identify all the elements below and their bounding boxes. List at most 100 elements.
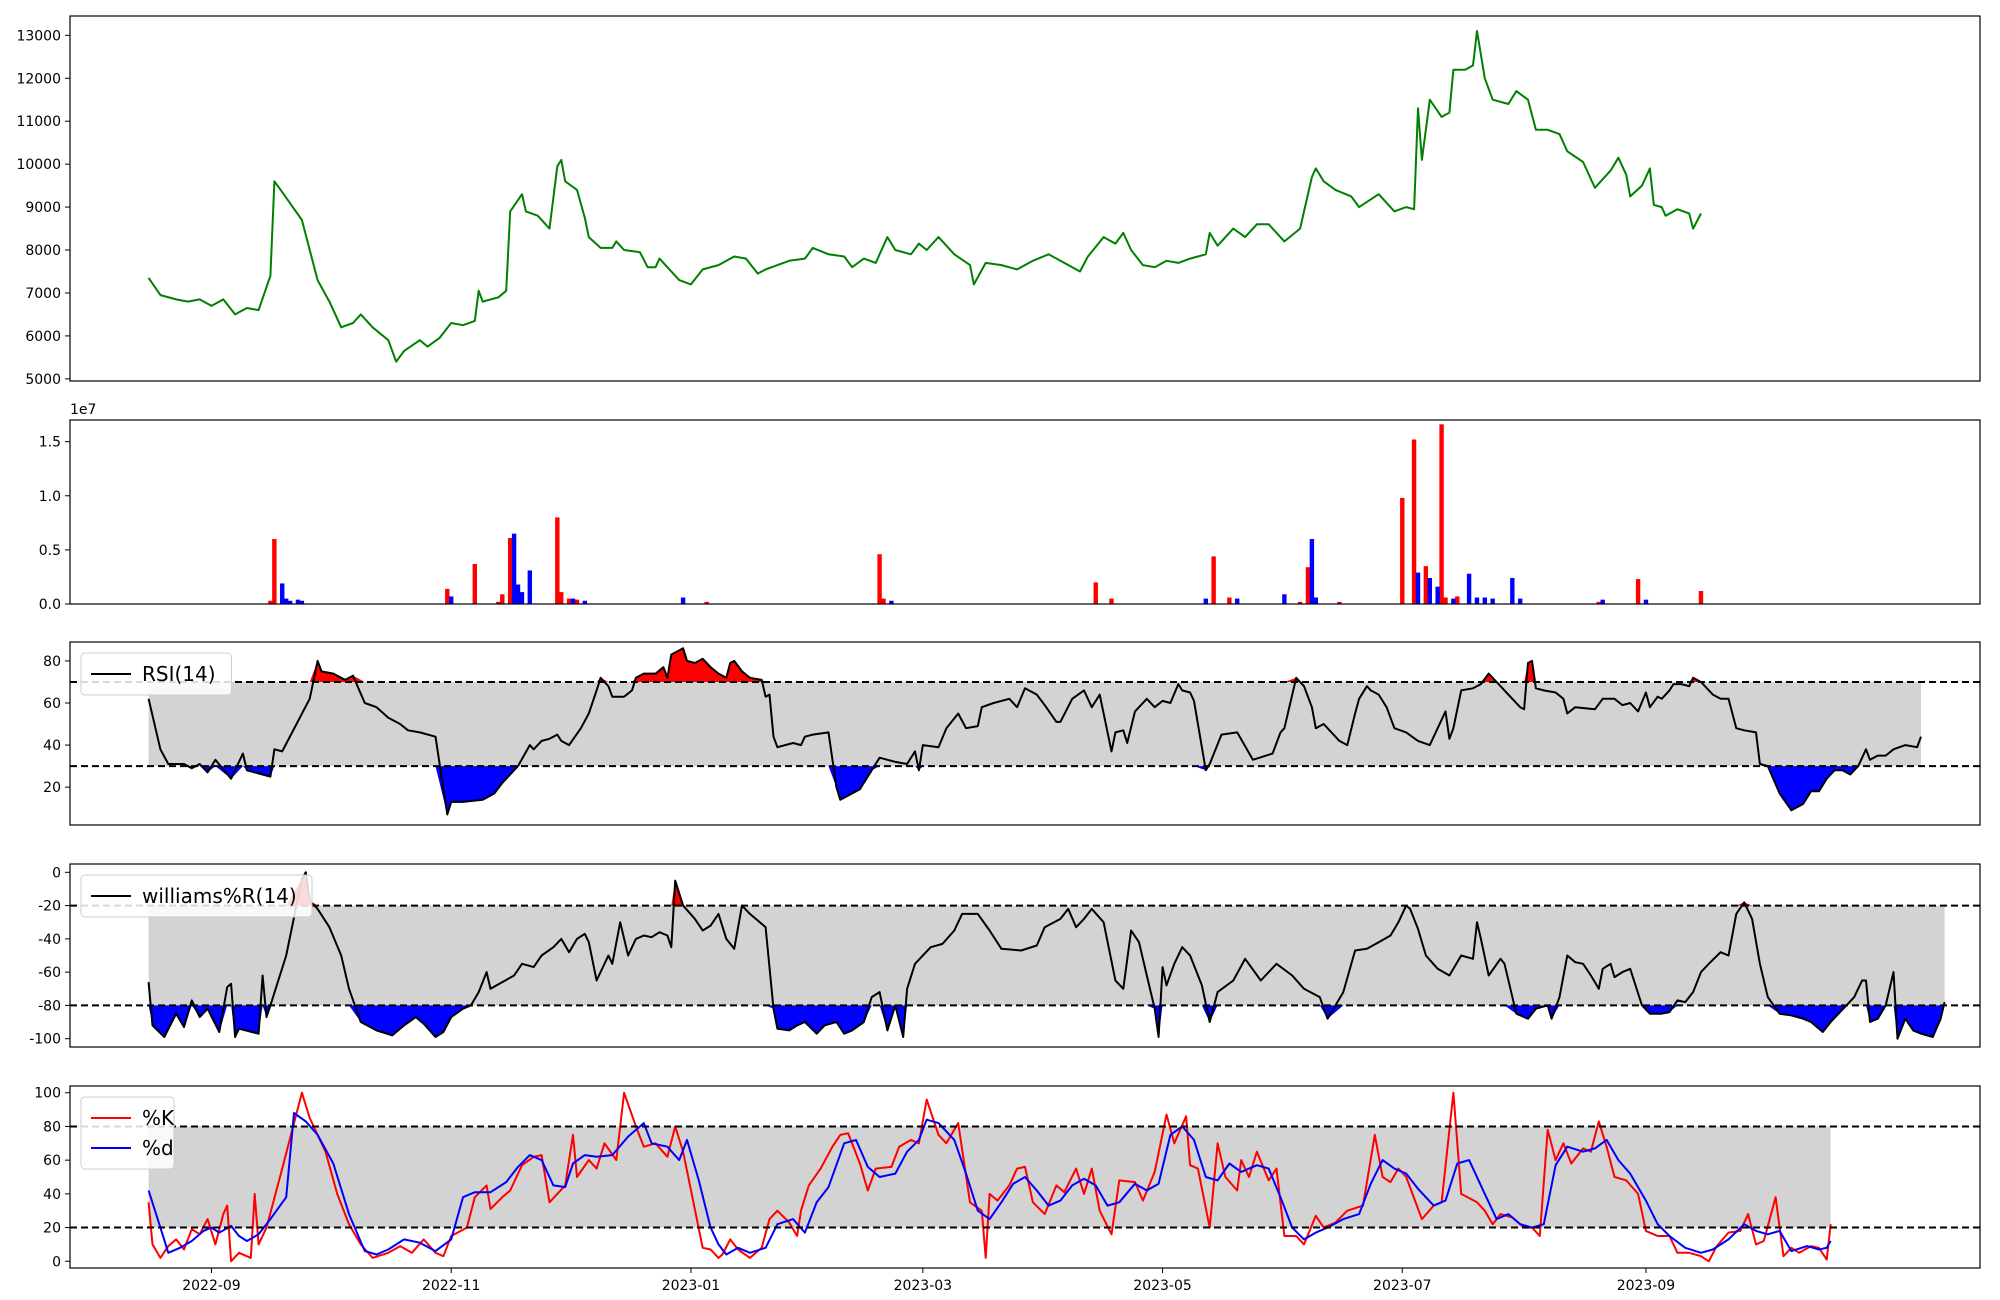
- volume-bar-blue-25: [1482, 597, 1488, 604]
- y-tick-label-6: 11000: [16, 114, 61, 130]
- legend-label-0: %K: [142, 1106, 175, 1130]
- legend-box: [80, 652, 232, 696]
- series-line-0: [147, 647, 1922, 816]
- plot-area: [70, 647, 1980, 816]
- volume-bar-blue-14: [1203, 598, 1208, 604]
- volume-bar-blue-18: [1313, 597, 1319, 604]
- volume-bar-blue-1: [283, 598, 289, 604]
- volume-bar-red-17: [1227, 597, 1232, 604]
- y-tick-label-2: -40: [38, 932, 61, 948]
- volume-bar-blue-9: [527, 570, 533, 604]
- y-tick-label-8: 13000: [16, 28, 61, 44]
- y-tick-label-0: 0: [52, 1254, 61, 1270]
- y-tick-label-5: 10000: [16, 157, 61, 173]
- y-tick-label-5: 100: [34, 1086, 61, 1102]
- series-line-0: [147, 30, 1702, 363]
- volume-bar-blue-24: [1474, 597, 1480, 604]
- volume-bar-red-0: [268, 600, 273, 604]
- legend-label-0: RSI(14): [142, 662, 216, 686]
- volume-bar-blue-0: [280, 583, 285, 604]
- volume-bar-red-5: [500, 594, 505, 604]
- y-tick-label-5: -100: [29, 1032, 61, 1048]
- axes-frame: [69, 641, 1981, 826]
- legend-label-0: williams%R(14): [142, 884, 297, 908]
- y-tick-label-1: 40: [43, 738, 61, 754]
- volume-bar-blue-22: [1451, 598, 1456, 604]
- y-tick-label-4: -80: [38, 998, 61, 1014]
- volume-bar-blue-19: [1415, 572, 1421, 604]
- series-line-1: [147, 1112, 1832, 1256]
- y-tick-label-0: 0: [52, 865, 61, 881]
- volume-bar-red-20: [1337, 601, 1342, 604]
- volume-bar-blue-23: [1466, 573, 1472, 604]
- y-tick-label-1: 20: [43, 1221, 61, 1237]
- x-tick-label-5: 2023-07: [1373, 1278, 1432, 1294]
- volume-bar-blue-8: [519, 592, 525, 604]
- volume-bar-red-14: [1093, 582, 1098, 604]
- legend-label-1: %d: [142, 1136, 174, 1160]
- y-tick-label-2: 7000: [25, 286, 61, 302]
- price-panel: 5000 6000 7000 8000 9000 10000 11000 12000 13000: [16, 15, 1981, 388]
- volume-bar-red-26: [1455, 596, 1460, 604]
- volume-bar-blue-10: [570, 598, 576, 604]
- rsi-panel: 20 40 60 80 RSI(14): [43, 641, 1981, 826]
- volume-bar-red-27: [1596, 601, 1601, 604]
- volume-bar-blue-2: [287, 600, 293, 604]
- volume-bar-blue-21: [1435, 586, 1440, 604]
- axes-frame: [69, 15, 1981, 382]
- x-tick-label-3: 2023-03: [894, 1278, 953, 1294]
- volume-bar-blue-17: [1309, 539, 1315, 604]
- volume-bar-red-8: [559, 592, 564, 604]
- y-tick-label-0: 0.0: [39, 597, 61, 613]
- x-tick-label-0: 2022-09: [182, 1278, 241, 1294]
- volume-bar-red-23: [1423, 566, 1429, 604]
- plot-area: [70, 871, 1980, 1040]
- volume-bar-red-28: [1635, 579, 1641, 604]
- volume-bar-blue-4: [299, 600, 305, 604]
- y-tick-label-4: 9000: [25, 200, 61, 216]
- y-tick-label-0: 5000: [25, 372, 61, 388]
- volume-bar-red-22: [1411, 439, 1417, 604]
- y-tick-label-0: 20: [43, 780, 61, 796]
- plot-area: [147, 30, 1702, 363]
- volume-bar-red-4: [496, 601, 501, 604]
- legend: %K %d: [80, 1096, 175, 1170]
- legend-box: [80, 1096, 175, 1170]
- volume-bar-red-24: [1439, 424, 1444, 604]
- series-line-0: [147, 871, 1946, 1040]
- volume-bar-blue-13: [889, 600, 894, 604]
- y-tick-label-2: 1.0: [39, 489, 61, 505]
- x-tick-label-2: 2023-01: [662, 1278, 721, 1294]
- stochastic-panel: 0 20 40 60 80 100 2022-09 2022-11 2023-01 2023-03…: [34, 1085, 1981, 1294]
- volume-bar-red-6: [507, 537, 513, 604]
- volume-bar-red-18: [1297, 601, 1303, 604]
- volume-bar-blue-28: [1517, 598, 1523, 604]
- volume-bar-blue-7: [515, 584, 521, 604]
- volume-bar-red-9: [566, 598, 572, 604]
- y-tick-label-3: 80: [43, 654, 61, 670]
- volume-bar-blue-29: [1600, 599, 1605, 604]
- neutral-band: [148, 1126, 1831, 1228]
- volume-bar-blue-20: [1427, 578, 1432, 604]
- legend: RSI(14): [80, 652, 232, 696]
- axes-frame: [69, 1085, 1981, 1269]
- x-tick-label-6: 2023-09: [1617, 1278, 1676, 1294]
- volume-bar-red-7: [555, 517, 560, 604]
- axes-frame: [69, 419, 1981, 605]
- y-tick-label-3: 60: [43, 1153, 61, 1169]
- y-tick-label-3: -60: [38, 965, 61, 981]
- y-tick-label-4: 80: [43, 1119, 61, 1135]
- volume-bar-blue-3: [295, 599, 301, 604]
- williams-r-panel: 0 -20 -40 -60 -80 -100 williams%R(14): [29, 863, 1981, 1048]
- y-tick-label-1: 0.5: [39, 543, 61, 559]
- neutral-band: [148, 905, 1945, 1006]
- volume-bar-blue-12: [680, 597, 686, 604]
- volume-bar-red-25: [1443, 597, 1448, 604]
- axes-frame: [69, 863, 1981, 1048]
- volume-bar-red-2: [445, 588, 450, 604]
- y-tick-label-2: 60: [43, 696, 61, 712]
- volume-bar-blue-30: [1643, 599, 1649, 604]
- volume-bar-blue-6: [511, 533, 517, 604]
